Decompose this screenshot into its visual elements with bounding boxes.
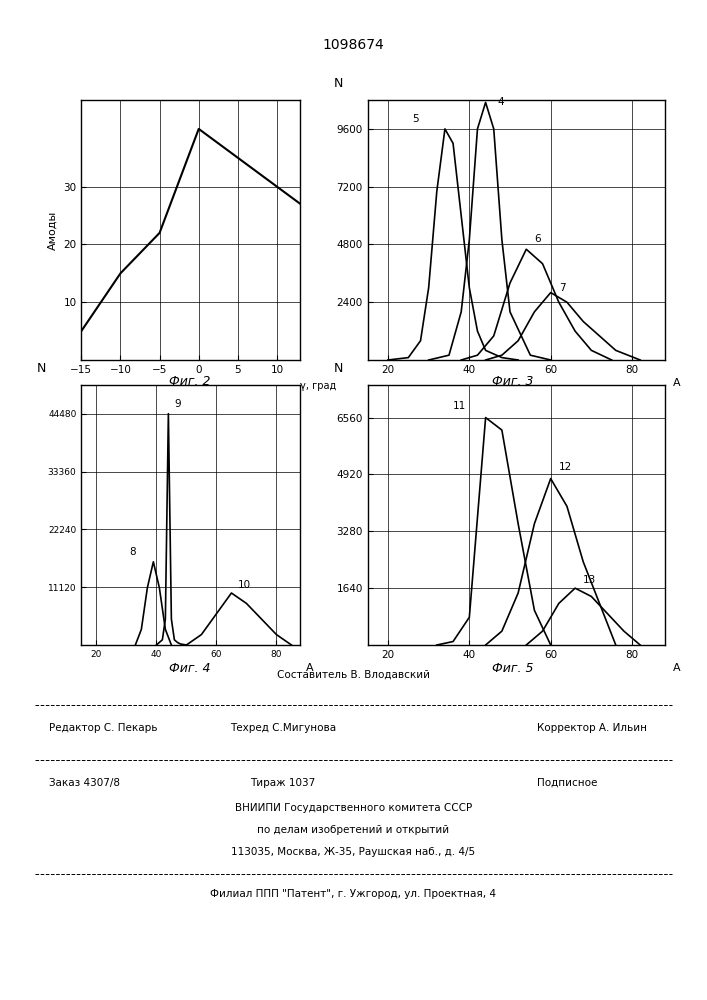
Text: N: N [37, 362, 47, 375]
Text: ВНИИПИ Государственного комитета СССР: ВНИИПИ Государственного комитета СССР [235, 803, 472, 813]
Text: Филиал ППП "Патент", г. Ужгород, ул. Проектная, 4: Филиал ППП "Патент", г. Ужгород, ул. Про… [211, 889, 496, 899]
Text: 9: 9 [175, 399, 181, 409]
Text: Тираж 1037: Тираж 1037 [250, 778, 315, 788]
Y-axis label: Амоды: Амоды [48, 210, 58, 250]
Text: Редактор С. Пекарь: Редактор С. Пекарь [49, 723, 158, 733]
Text: 8: 8 [129, 547, 136, 557]
Text: 113035, Москва, Ж-35, Раушская наб., д. 4/5: 113035, Москва, Ж-35, Раушская наб., д. … [231, 847, 476, 857]
X-axis label: γ, град: γ, град [300, 381, 336, 391]
Text: Заказ 4307/8: Заказ 4307/8 [49, 778, 120, 788]
Text: 4: 4 [498, 97, 504, 107]
Text: 7: 7 [559, 283, 566, 293]
Text: Фиг. 3: Фиг. 3 [492, 375, 533, 388]
Text: Составитель В. Влодавский: Составитель В. Влодавский [277, 670, 430, 680]
Text: N: N [333, 362, 343, 375]
Text: 5: 5 [412, 114, 419, 124]
Text: Фиг. 2: Фиг. 2 [169, 375, 210, 388]
Text: Корректор А. Ильин: Корректор А. Ильин [537, 723, 648, 733]
Text: N: N [333, 77, 343, 90]
X-axis label: A: A [305, 663, 313, 673]
Text: Техред С.Мигунова: Техред С.Мигунова [230, 723, 336, 733]
Text: Фиг. 4: Фиг. 4 [169, 662, 210, 675]
Text: 11: 11 [453, 401, 467, 411]
Text: 1098674: 1098674 [322, 38, 385, 52]
Text: Подписное: Подписное [537, 778, 597, 788]
Text: 6: 6 [534, 234, 541, 244]
X-axis label: A: A [672, 663, 680, 673]
Text: 13: 13 [583, 575, 597, 585]
Text: Фиг. 5: Фиг. 5 [492, 662, 533, 675]
Text: 12: 12 [559, 462, 572, 472]
X-axis label: A: A [672, 378, 680, 388]
Text: 10: 10 [238, 580, 250, 590]
Text: по делам изобретений и открытий: по делам изобретений и открытий [257, 825, 450, 835]
